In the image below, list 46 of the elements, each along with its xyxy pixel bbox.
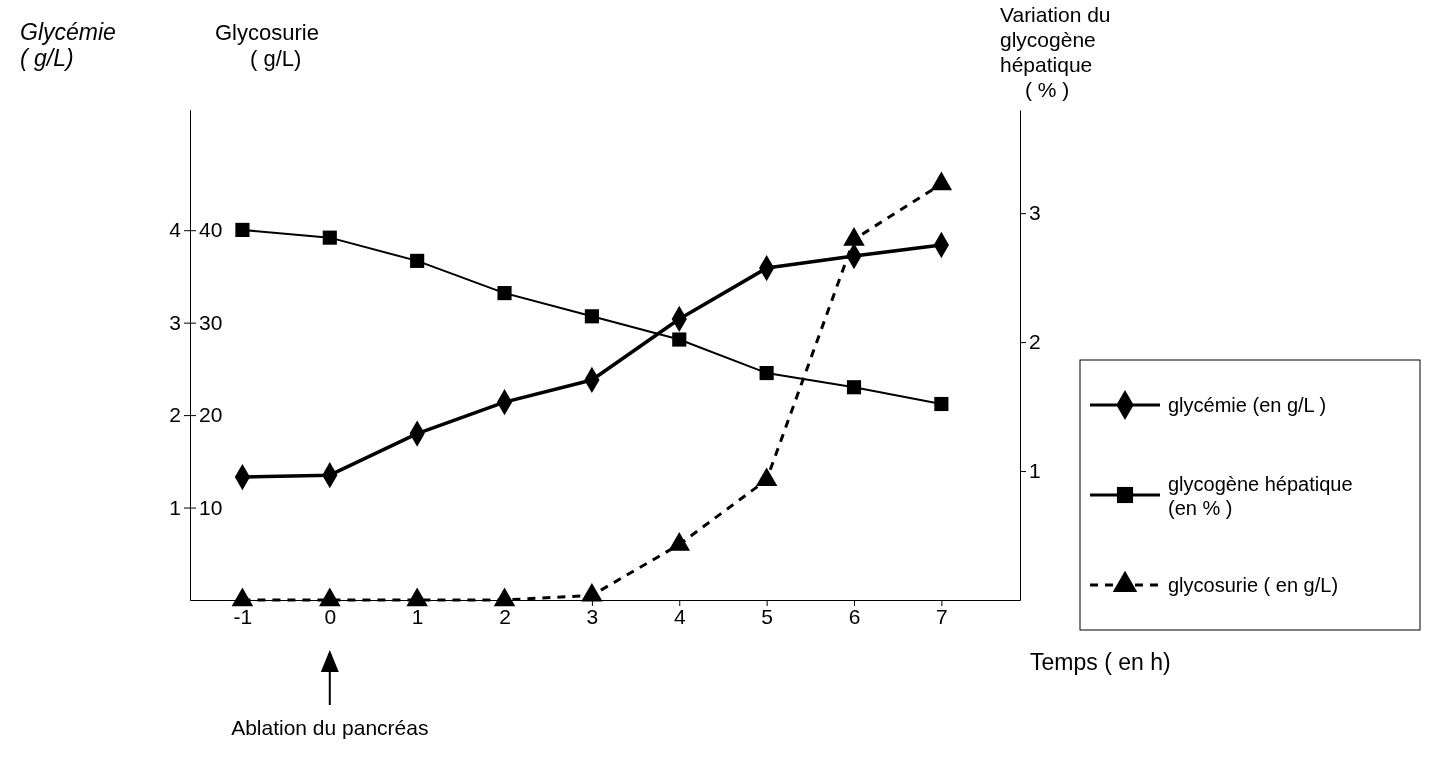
- point: [581, 582, 603, 602]
- x-tick-label: 5: [761, 604, 773, 628]
- point: [672, 332, 687, 347]
- legend-label: glycosurie ( en g/L): [1168, 574, 1339, 596]
- point: [759, 365, 774, 381]
- x-tick-label: 1: [411, 604, 424, 628]
- y-tick-label: 1: [169, 495, 181, 519]
- point: [406, 587, 428, 607]
- y3-tick-label: 3: [1029, 201, 1041, 225]
- point: [235, 222, 250, 237]
- y2-tick-label: 30: [199, 310, 223, 334]
- y3-tick-label: 1: [1029, 459, 1041, 483]
- y3-axis-title: Variation du glycogène hépatique ( % ): [1000, 3, 1111, 101]
- point: [322, 230, 337, 245]
- legend-label: glycémie (en g/L ): [1168, 394, 1327, 416]
- y2-axis-title: Glycosurie ( g/L): [215, 20, 319, 71]
- x-tick-label: 4: [673, 604, 686, 628]
- x-axis-title: Temps ( en h): [1030, 649, 1171, 675]
- x-tick-label: -1: [233, 604, 253, 628]
- point: [497, 286, 512, 301]
- y-tick-label: 2: [169, 403, 181, 427]
- x-tick-label: 0: [324, 604, 337, 628]
- point: [584, 309, 599, 324]
- x-tick-label: 7: [936, 604, 948, 628]
- x-tick-label: 2: [499, 604, 511, 628]
- y3-tick-label: 2: [1029, 330, 1041, 354]
- x-tick-label: 3: [586, 604, 599, 628]
- point: [493, 587, 516, 607]
- point: [934, 396, 949, 412]
- legend-label: glycogène hépatique (en % ): [1168, 473, 1353, 519]
- text: Ablation du pancréas: [231, 716, 429, 739]
- x-tick-label: 6: [848, 604, 861, 628]
- point: [755, 467, 778, 487]
- point: [846, 380, 862, 395]
- y-axis-title: Glycémie ( g/L): [20, 19, 116, 71]
- y2-tick-label: 20: [199, 403, 223, 427]
- y-tick-label: 4: [169, 218, 182, 242]
- y2-tick-label: 40: [199, 218, 223, 242]
- point: [843, 227, 865, 246]
- point: [668, 532, 691, 551]
- point: [231, 587, 254, 607]
- point: [319, 587, 341, 607]
- y2-tick-label: 10: [199, 495, 223, 519]
- point: [930, 171, 953, 191]
- point: [410, 253, 425, 268]
- y-tick-label: 3: [169, 310, 181, 334]
